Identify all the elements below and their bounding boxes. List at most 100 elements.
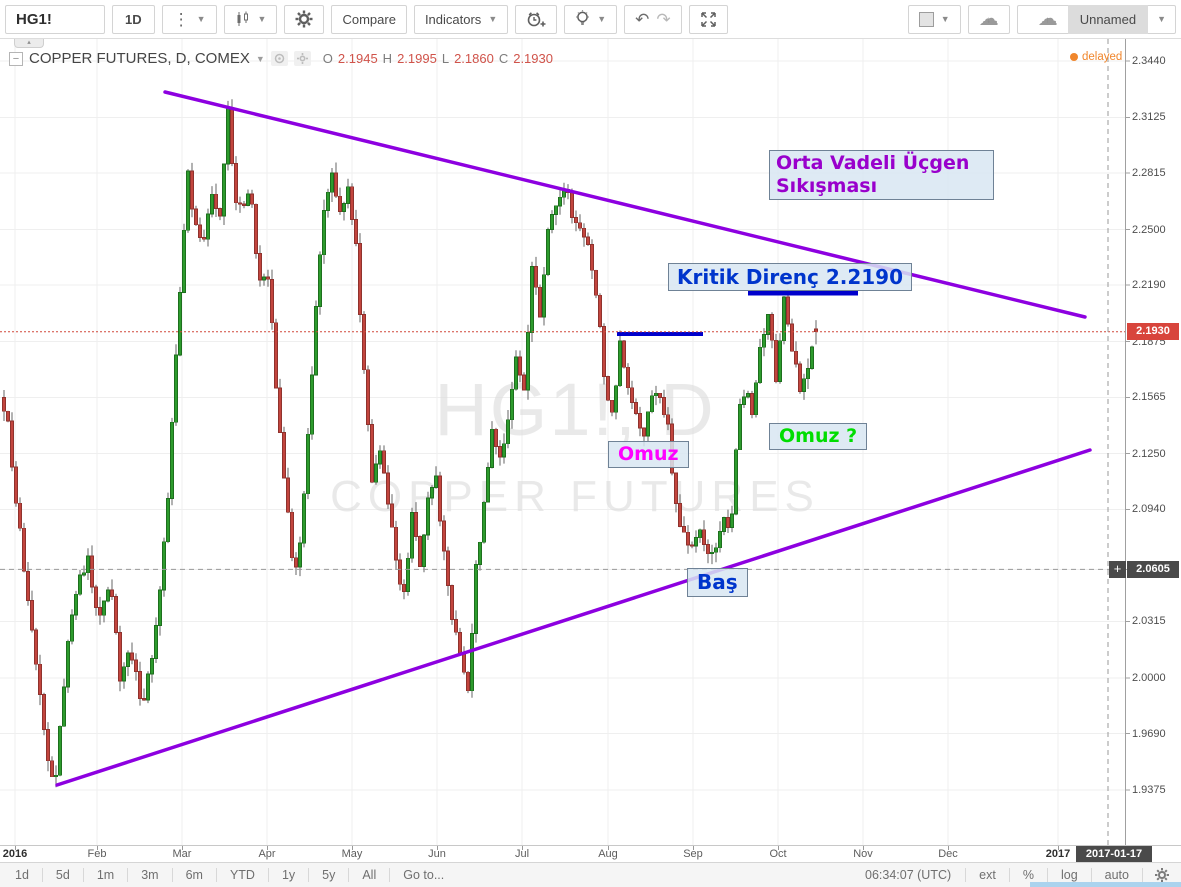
candle <box>422 534 426 567</box>
range-button-3m[interactable]: 3m <box>128 868 173 882</box>
toggle-ext[interactable]: ext <box>965 868 1010 882</box>
chart-area[interactable]: HG1!, D COPPER FUTURES ▴ − COPPER FUTURES… <box>0 39 1181 845</box>
save-chart-group: ☁ ↑ Unnamed ▼ <box>1016 4 1176 34</box>
candle <box>634 402 638 415</box>
scroll-highlight-bar <box>1030 882 1181 887</box>
candle <box>30 600 34 631</box>
candle <box>278 387 282 433</box>
candle <box>166 497 170 543</box>
range-button-6m[interactable]: 6m <box>172 868 217 882</box>
symbol-input[interactable]: HG1! <box>5 4 105 34</box>
candle <box>58 725 62 776</box>
candle <box>806 368 810 380</box>
candle <box>82 572 86 576</box>
candle <box>70 614 74 642</box>
range-button-1m[interactable]: 1m <box>83 868 129 882</box>
time-tick-label: Feb <box>87 848 107 860</box>
annotation-head[interactable]: Baş <box>687 568 748 597</box>
annotation-triangle-squeeze[interactable]: Orta Vadeli Üçgen Sıkışması <box>769 150 994 200</box>
add-alert-plus-icon[interactable]: + <box>1109 560 1126 578</box>
candle <box>366 369 370 426</box>
candle <box>306 433 310 495</box>
candle <box>662 397 666 416</box>
chart-style-button[interactable]: ▼ <box>223 4 278 34</box>
toggle-percent[interactable]: % <box>1009 868 1048 882</box>
candle <box>550 214 554 230</box>
legend-collapse-icon[interactable]: − <box>9 51 23 66</box>
candle <box>290 511 294 559</box>
crosshair-date-label: 2017-01-17 <box>1076 846 1152 863</box>
compare-button[interactable]: Compare <box>331 4 407 34</box>
open-label: O <box>322 51 333 66</box>
price-tick-label: 2.2815 <box>1132 167 1166 180</box>
layout-name-chip[interactable]: Unnamed <box>1067 4 1149 34</box>
legend-hide-icon[interactable] <box>270 51 288 66</box>
cloud-upload-icon[interactable]: ☁ ↑ <box>1037 8 1058 30</box>
low-value: 2.1860 <box>454 51 494 66</box>
chart-properties-button[interactable] <box>284 4 325 34</box>
undo-icon[interactable]: ↶ <box>635 9 650 29</box>
candle <box>310 374 314 435</box>
axis-settings-button[interactable] <box>1143 868 1179 882</box>
candle <box>486 466 490 503</box>
toggle-log[interactable]: log <box>1047 868 1092 882</box>
upper-triangle-line[interactable] <box>163 90 1087 319</box>
time-tick-mark <box>15 846 16 850</box>
time-tick-label: Nov <box>853 848 873 860</box>
goto-button[interactable]: Go to... <box>403 868 445 882</box>
indicators-button[interactable]: Indicators ▼ <box>413 4 509 34</box>
range-button-5d[interactable]: 5d <box>42 868 84 882</box>
candle <box>146 673 150 701</box>
candle <box>186 170 190 231</box>
candle <box>358 243 362 315</box>
candle <box>346 186 350 204</box>
range-button-1d[interactable]: 1d <box>2 868 43 882</box>
layout-select-button[interactable]: ▼ <box>907 4 961 34</box>
candle <box>198 224 202 238</box>
chevron-down-icon[interactable]: ▼ <box>255 53 265 64</box>
annotation-right-shoulder[interactable]: Omuz ? <box>769 423 868 450</box>
load-chart-button[interactable]: ☁ ↓ <box>967 4 1010 34</box>
price-chart: HG1!, D COPPER FUTURES <box>0 39 1130 845</box>
close-value: 2.1930 <box>513 51 553 66</box>
candle <box>606 376 610 401</box>
toggle-auto[interactable]: auto <box>1091 868 1143 882</box>
range-button-5y[interactable]: 5y <box>309 868 350 882</box>
chevron-down-icon[interactable]: ▼ <box>1157 14 1166 24</box>
annotation-left-shoulder[interactable]: Omuz <box>608 441 689 468</box>
kebab-menu-icon: ⋮ <box>172 9 190 29</box>
candle <box>338 195 342 213</box>
candle <box>586 236 590 245</box>
candle <box>362 314 366 371</box>
candle <box>222 163 226 217</box>
candle <box>394 526 398 561</box>
interval-menu-button[interactable]: ⋮ ▼ <box>161 4 217 34</box>
add-alert-button[interactable] <box>515 4 558 34</box>
lower-triangle-line[interactable] <box>55 448 1092 787</box>
range-button-all[interactable]: All <box>349 868 391 882</box>
redo-icon[interactable]: ↷ <box>656 9 671 29</box>
time-axis[interactable]: 2017-01-17 2016 Feb Mar Apr May Jun Jul Aug Sep O… <box>0 845 1181 863</box>
candle <box>682 525 686 533</box>
range-button-1y[interactable]: 1y <box>268 868 310 882</box>
annotation-critical-resistance[interactable]: Kritik Direnç 2.2190 <box>668 263 913 291</box>
candle <box>42 694 46 730</box>
candle <box>342 203 346 213</box>
interval-button[interactable]: 1D <box>112 4 155 34</box>
candle <box>334 172 338 197</box>
drawing-toolbar-collapse-tab[interactable]: ▴ <box>14 39 44 48</box>
candle <box>122 666 126 682</box>
ideas-button[interactable]: ▼ <box>564 4 618 34</box>
range-button-ytd[interactable]: YTD <box>216 868 269 882</box>
candle <box>654 392 658 397</box>
candle <box>590 244 594 271</box>
fullscreen-button[interactable] <box>688 4 728 34</box>
legend-settings-icon[interactable] <box>293 51 311 66</box>
price-tick-label: 2.0940 <box>1132 503 1166 516</box>
price-tick-label: 2.1250 <box>1132 447 1166 460</box>
candle <box>646 411 650 437</box>
candle <box>502 443 506 458</box>
candle <box>482 501 486 543</box>
candle <box>406 557 410 592</box>
